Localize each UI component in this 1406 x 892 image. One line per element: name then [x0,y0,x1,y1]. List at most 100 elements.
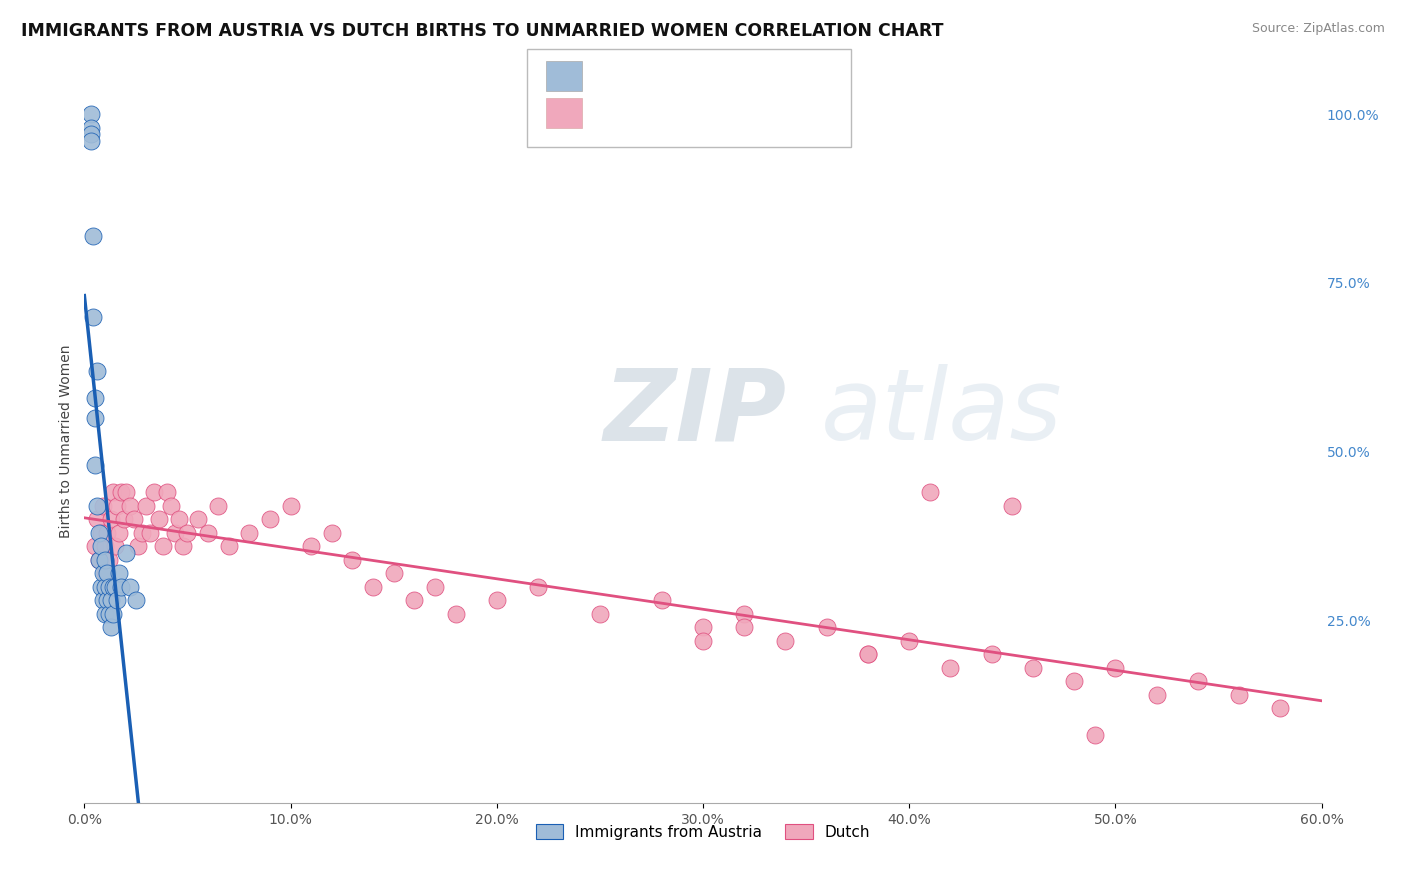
Point [79,128,101,142]
Point [94,566,117,581]
Text: atlas: atlas [821,364,1062,461]
Point [321,525,343,540]
Point [218,539,240,553]
Point [589,607,612,621]
Point [94,607,117,621]
Point [939,661,962,675]
Point [139,525,162,540]
Point [404,593,426,607]
Point [1227,688,1250,702]
Point [87,552,110,566]
Point [90,580,112,594]
Point [160,499,183,513]
Point [110,580,132,594]
Point [176,525,198,540]
Point [148,512,170,526]
Point [733,620,755,634]
Point [104,580,127,594]
Point [96,566,118,581]
Point [156,485,179,500]
Point [86,512,108,526]
Point [79,107,101,121]
Point [96,525,118,540]
Point [299,539,322,553]
Point [83,411,105,425]
Point [361,580,384,594]
Point [82,310,104,324]
Point [91,499,114,513]
Point [152,539,174,553]
Point [259,512,281,526]
Point [118,580,141,594]
Point [103,607,125,621]
Point [165,525,187,540]
Point [172,539,194,553]
Point [815,620,838,634]
Point [87,525,110,540]
Point [79,134,101,148]
Legend: Immigrants from Austria, Dutch: Immigrants from Austria, Dutch [530,818,876,846]
Point [105,499,128,513]
Text: R =  0.633   N = 35: R = 0.633 N = 35 [586,67,762,85]
Point [143,485,166,500]
Point [980,647,1002,661]
Point [83,539,105,553]
Point [94,539,117,553]
Point [485,593,508,607]
Point [918,485,941,500]
Point [90,539,112,553]
Point [1270,701,1292,715]
Text: IMMIGRANTS FROM AUSTRIA VS DUTCH BIRTHS TO UNMARRIED WOMEN CORRELATION CHART: IMMIGRANTS FROM AUSTRIA VS DUTCH BIRTHS … [21,22,943,40]
Point [100,593,122,607]
Point [692,633,714,648]
Point [91,593,114,607]
Point [135,499,157,513]
Point [83,458,105,472]
Point [527,580,550,594]
Point [382,566,405,581]
Point [1022,661,1045,675]
Y-axis label: Births to Unmarried Women: Births to Unmarried Women [59,345,73,538]
Point [91,566,114,581]
Point [692,620,714,634]
Point [108,566,131,581]
Point [108,525,131,540]
Point [86,499,108,513]
Point [1187,674,1209,689]
Point [94,580,117,594]
Point [1146,688,1168,702]
Point [1001,499,1024,513]
Point [238,525,260,540]
Point [112,512,135,526]
Point [103,485,125,500]
Point [98,607,121,621]
Point [775,633,797,648]
Point [90,525,112,540]
Point [82,228,104,243]
Text: R = -0.458   N = 72: R = -0.458 N = 72 [586,104,763,122]
Point [98,552,121,566]
Point [96,593,118,607]
Point [733,607,755,621]
Point [280,499,302,513]
Point [100,620,122,634]
Point [100,512,122,526]
Point [79,120,101,135]
Point [114,546,136,560]
Point [167,512,190,526]
Text: ZIP: ZIP [605,364,787,461]
Point [94,552,117,566]
Point [83,391,105,405]
Point [207,499,229,513]
Point [114,485,136,500]
Point [87,552,110,566]
Point [898,633,921,648]
Point [651,593,673,607]
Point [342,552,364,566]
Point [118,499,141,513]
Point [105,593,128,607]
Point [444,607,467,621]
Point [187,512,209,526]
Point [197,525,219,540]
Point [423,580,446,594]
